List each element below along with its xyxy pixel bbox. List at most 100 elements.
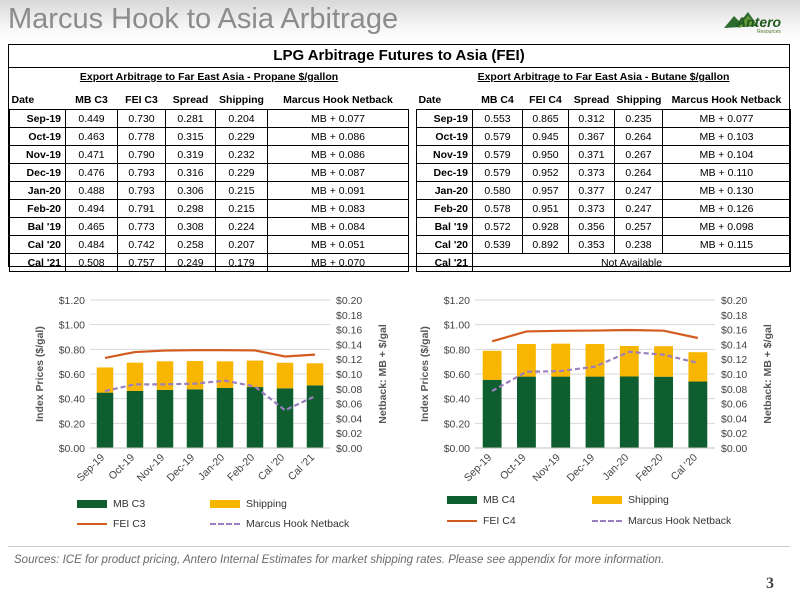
- table-cell: Jan-20: [416, 181, 473, 200]
- table-cell: 0.215: [215, 181, 268, 200]
- left-axis-tick-label: $0.60: [444, 369, 470, 381]
- table-cell: 0.371: [568, 145, 615, 164]
- right-axis-tick-label: $0.08: [721, 384, 747, 396]
- table-row: Oct-19 0.463 0.778 0.315 0.229 MB + 0.086: [9, 127, 410, 146]
- table-cell: Cal '21: [416, 253, 473, 272]
- bar-mb: [246, 387, 264, 448]
- table-cell: 0.950: [522, 145, 569, 164]
- x-axis-tick-label: Feb-20: [225, 452, 257, 484]
- table-cell: 0.865: [522, 109, 569, 128]
- table-cell: 0.791: [117, 199, 166, 218]
- bar-shipping: [276, 362, 294, 389]
- right-axis-tick-label: $0.18: [336, 310, 362, 322]
- propane-header-row: Date MB C3 FEI C3 Spread Shipping Marcus Hook…: [10, 86, 409, 110]
- table-cell: Oct-19: [416, 127, 473, 146]
- table-cell: 0.204: [215, 109, 268, 128]
- bar-mb: [517, 376, 536, 448]
- table-row: Jan-20 0.580 0.957 0.377 0.247 MB + 0.130: [416, 181, 792, 200]
- right-axis-tick-label: $0.16: [336, 325, 362, 337]
- right-axis-tick-label: $0.02: [336, 428, 362, 440]
- table-cell: 0.316: [165, 163, 216, 182]
- column-header: MB C3: [75, 94, 108, 106]
- legend-label: FEI C4: [483, 515, 516, 528]
- left-axis-tick-label: $0.00: [59, 443, 85, 455]
- table-cell: Nov-19: [9, 145, 66, 164]
- table-cell: 0.572: [472, 217, 523, 236]
- table-cell: 0.264: [614, 127, 663, 146]
- table-cell: 0.229: [215, 127, 268, 146]
- bar-mb: [276, 388, 294, 448]
- table-cell: Cal '20: [416, 235, 473, 254]
- table-cell: 0.353: [568, 235, 615, 254]
- bar-mb: [482, 379, 502, 448]
- bar-mb: [551, 376, 571, 448]
- left-axis-tick-label: $0.80: [59, 344, 85, 356]
- bar-mb: [216, 387, 234, 448]
- table-cell: 0.892: [522, 235, 569, 254]
- butane-header-row: Date MB C4 FEI C4 Spread Shipping Marcus Hook…: [417, 86, 791, 110]
- table-cell: MB + 0.086: [266, 145, 410, 164]
- bar-shipping: [654, 346, 673, 377]
- bar-shipping: [306, 363, 324, 386]
- table-cell: Dec-19: [9, 163, 66, 182]
- sources-note: Sources: ICE for product pricing, Antero…: [14, 554, 665, 566]
- bar-shipping: [688, 352, 708, 382]
- table-cell: MB + 0.086: [266, 127, 410, 146]
- table-cell: Sep-19: [9, 109, 66, 128]
- legend-item-shipping: Shipping: [210, 498, 287, 510]
- table-row: Sep-19 0.553 0.865 0.312 0.235 MB + 0.077: [416, 109, 792, 128]
- column-header: MB C4: [481, 94, 514, 106]
- legend-item-netback-1: Marcus Hook Netback: [210, 518, 349, 530]
- right-axis-tick-label: $0.12: [336, 354, 362, 366]
- table-row: Cal '20 0.539 0.892 0.353 0.238 MB + 0.115: [416, 235, 792, 254]
- table-cell: 0.476: [65, 163, 118, 182]
- y-axis-label: Index Prices ($/gal): [419, 326, 431, 422]
- legend-label: Marcus Hook Netback: [246, 518, 350, 531]
- x-axis-tick-label: Sep-19: [75, 452, 108, 485]
- propane-table: Export Arbitrage to Far East Asia - Prop…: [9, 68, 410, 272]
- table-cell: Oct-19: [9, 127, 66, 146]
- bar-shipping: [96, 367, 114, 393]
- x-axis-tick-label: Feb-20: [634, 452, 666, 484]
- table-row: Dec-19 0.579 0.952 0.373 0.264 MB + 0.110: [416, 163, 792, 182]
- left-axis-tick-label: $1.20: [59, 295, 85, 307]
- bar-mb: [96, 392, 114, 448]
- left-axis-tick-label: $1.00: [59, 320, 85, 332]
- table-cell: MB + 0.110: [661, 163, 792, 182]
- line-fei: [491, 328, 699, 343]
- table-cell: 0.790: [117, 145, 166, 164]
- table-cell: 0.319: [165, 145, 216, 164]
- column-header: Date: [418, 94, 442, 106]
- left-axis-tick-label: $0.80: [444, 344, 470, 356]
- x-axis-tick-label: Cal '20: [669, 452, 700, 483]
- line-fei: [104, 349, 316, 360]
- table-cell: Jan-20: [9, 181, 66, 200]
- left-axis-tick-label: $0.40: [444, 394, 470, 406]
- table-cell: MB + 0.098: [661, 217, 792, 236]
- legend-swatch: [447, 520, 477, 523]
- table-cell: 0.306: [165, 181, 216, 200]
- table-cell: 0.730: [117, 109, 166, 128]
- table-row: Nov-19 0.471 0.790 0.319 0.232 MB + 0.086: [9, 145, 410, 164]
- table-row: Bal '19 0.572 0.928 0.356 0.257 MB + 0.098: [416, 217, 792, 236]
- footer-divider: [8, 546, 790, 547]
- table-row: Nov-19 0.579 0.950 0.371 0.267 MB + 0.104: [416, 145, 792, 164]
- right-axis-tick-label: $0.04: [336, 413, 362, 425]
- legend-item-mb-c4: MB C4: [447, 494, 515, 506]
- right-axis-tick-label: $0.12: [721, 354, 747, 366]
- logo-text: Antero: [736, 14, 782, 30]
- table-cell: 0.488: [65, 181, 118, 200]
- bar-mb: [619, 376, 639, 448]
- column-header: Spread: [172, 94, 209, 106]
- table-cell: 0.945: [522, 127, 569, 146]
- table-cell: 0.373: [568, 199, 615, 218]
- column-header: FEI C3: [125, 94, 158, 106]
- bar-shipping: [517, 344, 536, 377]
- legend-label: FEI C3: [113, 518, 146, 531]
- right-axis-tick-label: $0.20: [336, 295, 362, 307]
- table-cell: 0.224: [215, 217, 268, 236]
- table-cell: 0.229: [215, 163, 268, 182]
- x-axis-tick-label: Sep-19: [462, 452, 495, 485]
- table-cell: MB + 0.084: [266, 217, 410, 236]
- legend-label: MB C3: [113, 498, 146, 511]
